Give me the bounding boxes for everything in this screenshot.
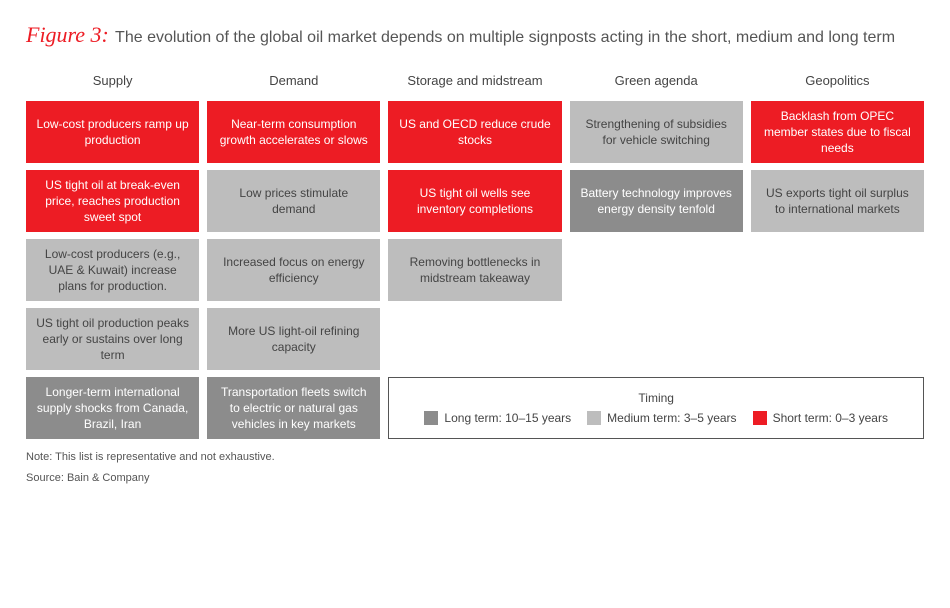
col-header-geopolitics: Geopolitics <box>751 73 924 94</box>
swatch-long-term <box>424 411 438 425</box>
legend-item-long: Long term: 10–15 years <box>424 411 571 425</box>
signpost-grid: Supply Demand Storage and midstream Gree… <box>26 73 924 439</box>
figure-container: Figure 3: The evolution of the global oi… <box>0 0 950 496</box>
legend-label-medium: Medium term: 3–5 years <box>607 411 736 425</box>
cell-r4-c0: Longer-term international supply shocks … <box>26 377 199 439</box>
footnote-note: Note: This list is representative and no… <box>26 449 924 466</box>
cell-r0-c0: Low-cost producers ramp up production <box>26 101 199 163</box>
figure-label: Figure 3: <box>26 22 109 47</box>
cell-r0-c4: Backlash from OPEC member states due to … <box>751 101 924 163</box>
cell-r2-c0: Low-cost producers (e.g., UAE & Kuwait) … <box>26 239 199 301</box>
cell-r1-c1: Low prices stimulate demand <box>207 170 380 232</box>
swatch-medium-term <box>587 411 601 425</box>
cell-r2-c1: Increased focus on energy efficiency <box>207 239 380 301</box>
cell-r2-c2: Removing bottlenecks in midstream takeaw… <box>388 239 561 301</box>
cell-r1-c2: US tight oil wells see inventory complet… <box>388 170 561 232</box>
legend-item-short: Short term: 0–3 years <box>753 411 888 425</box>
cell-r1-c0: US tight oil at break-even price, reache… <box>26 170 199 232</box>
cell-r2-c4-empty <box>751 239 924 301</box>
legend-label-long: Long term: 10–15 years <box>444 411 571 425</box>
cell-r0-c3: Strengthening of subsidies for vehicle s… <box>570 101 743 163</box>
footnote-source: Source: Bain & Company <box>26 470 924 487</box>
cell-r3-c4-empty <box>751 308 924 370</box>
cell-r1-c3: Battery technology improves energy densi… <box>570 170 743 232</box>
cell-r3-c2-empty <box>388 308 561 370</box>
cell-r0-c1: Near-term consumption growth accelerates… <box>207 101 380 163</box>
cell-r1-c4: US exports tight oil surplus to internat… <box>751 170 924 232</box>
legend-items: Long term: 10–15 years Medium term: 3–5 … <box>424 411 888 425</box>
legend-title: Timing <box>638 391 674 405</box>
legend-label-short: Short term: 0–3 years <box>773 411 888 425</box>
cell-r2-c3-empty <box>570 239 743 301</box>
cell-r0-c2: US and OECD reduce crude stocks <box>388 101 561 163</box>
col-header-storage: Storage and midstream <box>388 73 561 94</box>
legend: Timing Long term: 10–15 years Medium ter… <box>388 377 924 439</box>
cell-r4-c1: Transportation fleets switch to electric… <box>207 377 380 439</box>
col-header-demand: Demand <box>207 73 380 94</box>
figure-title-text: The evolution of the global oil market d… <box>111 29 895 46</box>
cell-r3-c3-empty <box>570 308 743 370</box>
cell-r3-c0: US tight oil production peaks early or s… <box>26 308 199 370</box>
legend-item-medium: Medium term: 3–5 years <box>587 411 736 425</box>
cell-r3-c1: More US light-oil refining capacity <box>207 308 380 370</box>
figure-title: Figure 3: The evolution of the global oi… <box>26 18 924 51</box>
col-header-green: Green agenda <box>570 73 743 94</box>
swatch-short-term <box>753 411 767 425</box>
col-header-supply: Supply <box>26 73 199 94</box>
